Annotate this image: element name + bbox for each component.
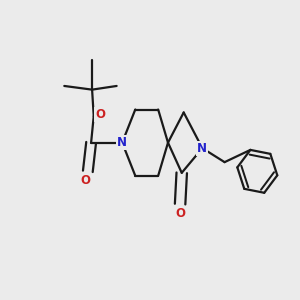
Text: O: O xyxy=(80,174,90,187)
Text: N: N xyxy=(117,136,127,149)
Text: O: O xyxy=(95,108,105,121)
Text: N: N xyxy=(197,142,207,155)
Text: O: O xyxy=(175,207,185,220)
